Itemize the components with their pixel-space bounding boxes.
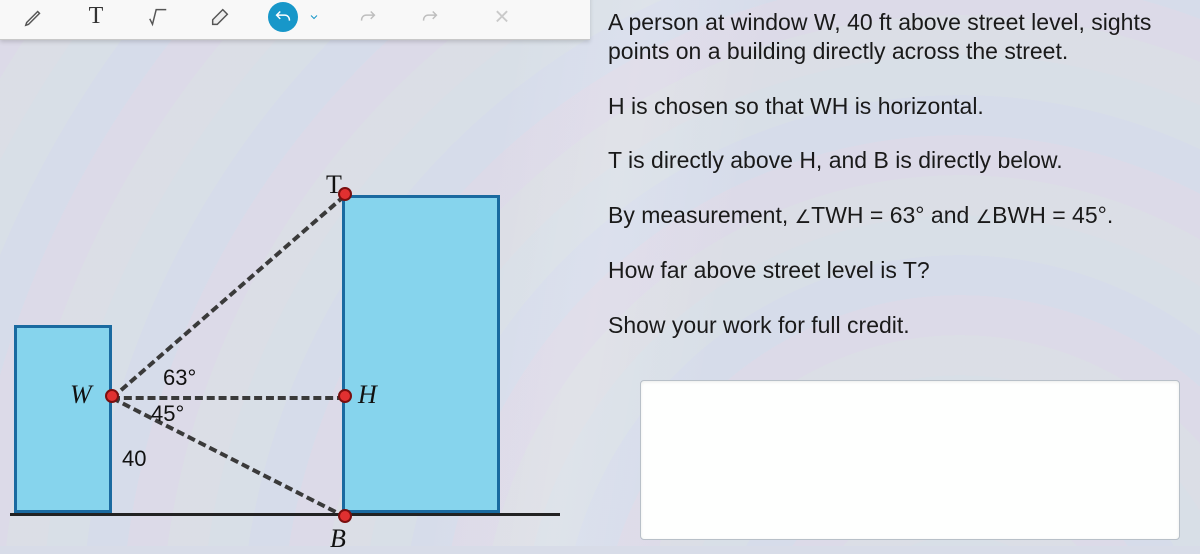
dropdown-caret-icon[interactable] [308, 3, 320, 31]
point-W [105, 389, 119, 403]
close-icon[interactable]: × [488, 3, 516, 31]
label-W: W [70, 380, 92, 410]
problem-line-5: How far above street level is T? [608, 256, 1188, 285]
angle-BWH: 45° [151, 401, 184, 427]
answer-textarea[interactable] [640, 380, 1180, 540]
pencil-icon[interactable] [20, 3, 48, 31]
line-WB [111, 396, 347, 519]
p4-ang2: BWH [992, 202, 1046, 228]
ground-line [10, 513, 560, 516]
observer-building [14, 325, 112, 513]
problem-line-4: By measurement, ∠TWH = 63° and ∠BWH = 45… [608, 201, 1188, 230]
p4-prefix: By measurement, [608, 202, 795, 228]
sqrt-icon[interactable] [144, 3, 172, 31]
drawing-toolbar: T × [0, 0, 590, 40]
undo-icon[interactable] [268, 2, 298, 32]
p4-val2: = 45°. [1046, 202, 1113, 228]
angle-TWH: 63° [163, 365, 196, 391]
p4-val1: = 63° and [864, 202, 976, 228]
label-B: B [330, 524, 346, 554]
eraser-icon[interactable] [206, 3, 234, 31]
line-WT [111, 194, 346, 399]
target-building [342, 195, 500, 513]
label-T: T [326, 170, 342, 200]
redo2-faded-icon[interactable] [416, 3, 444, 31]
label-H: H [358, 380, 377, 410]
point-B [338, 509, 352, 523]
geometry-diagram: W H T B 63° 45° 40 [0, 46, 560, 546]
problem-line-2: H is chosen so that WH is horizontal. [608, 92, 1188, 121]
problem-text: A person at window W, 40 ft above street… [608, 8, 1188, 365]
height-40: 40 [122, 446, 146, 472]
text-tool-icon[interactable]: T [82, 3, 110, 31]
line-WH [112, 396, 345, 400]
problem-line-1: A person at window W, 40 ft above street… [608, 8, 1188, 66]
problem-line-3: T is directly above H, and B is directly… [608, 146, 1188, 175]
point-H [338, 389, 352, 403]
p4-ang1: TWH [811, 202, 863, 228]
redo-faded-icon[interactable] [354, 3, 382, 31]
problem-line-6: Show your work for full credit. [608, 311, 1188, 340]
